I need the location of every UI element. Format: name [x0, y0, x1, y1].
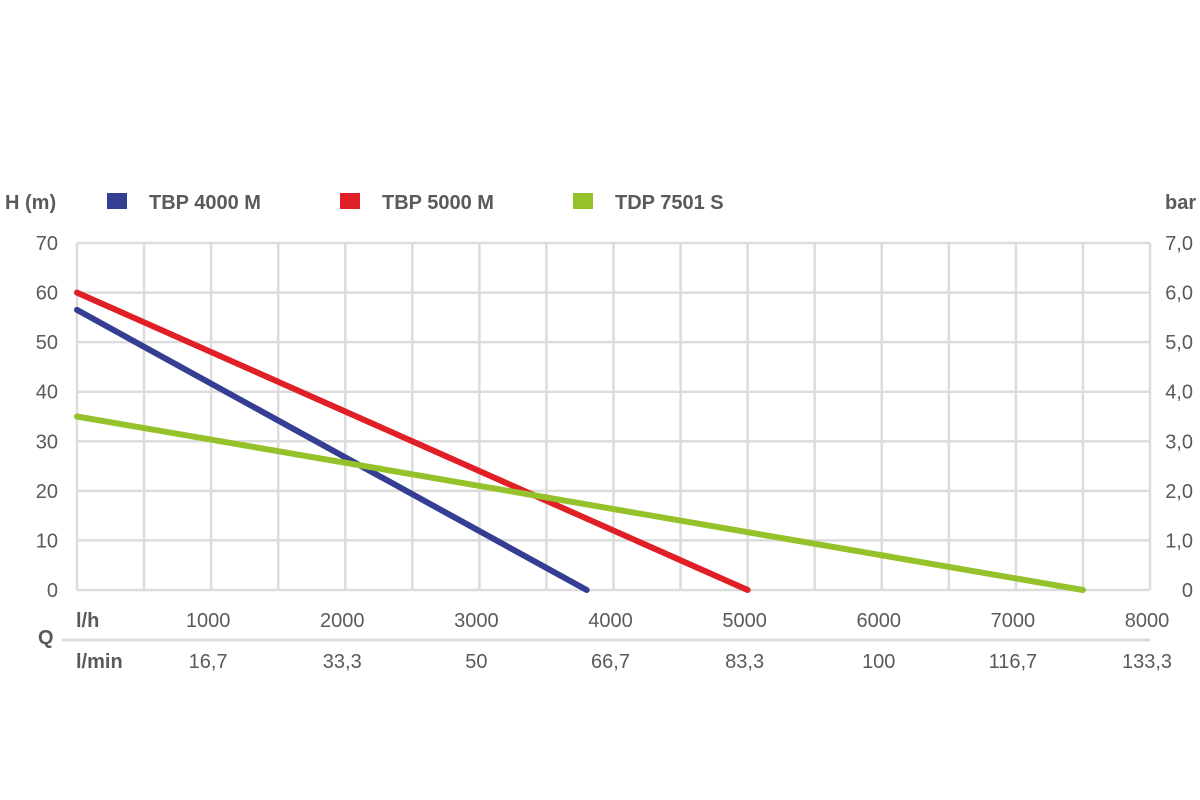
y-tick-label: 30 — [36, 431, 58, 453]
y-tick-label: 20 — [36, 481, 58, 503]
x-tick-label: 4000 — [588, 610, 633, 632]
y-axis-label-left: H (m) — [5, 192, 56, 214]
x-secondary-tick-label: 100 — [862, 651, 895, 673]
x-tick-label: 8000 — [1125, 610, 1170, 632]
y-tick-label: 60 — [36, 283, 58, 305]
y-tick-label: 10 — [36, 530, 58, 552]
y-right-tick-label: 3,0 — [1165, 431, 1193, 453]
y-right-tick-label: 1,0 — [1165, 530, 1193, 552]
legend-swatch — [340, 193, 360, 209]
y-tick-label: 70 — [36, 233, 58, 255]
x-unit-secondary: l/min — [76, 651, 123, 673]
x-tick-label: 1000 — [186, 610, 231, 632]
y-tick-label: 40 — [36, 382, 58, 404]
x-secondary-tick-label: 33,3 — [323, 651, 362, 673]
x-secondary-tick-label: 50 — [465, 651, 487, 673]
y-right-tick-label: 7,0 — [1165, 233, 1193, 255]
series-line-tbp-5000-m — [74, 289, 751, 593]
legend-label: TBP 4000 M — [149, 192, 261, 214]
y-right-tick-label: 0 — [1182, 580, 1193, 602]
x-axis-label: Q — [38, 627, 54, 649]
legend: TBP 4000 M TBP 5000 M TDP 7501 S — [107, 192, 724, 214]
series-line-tbp-4000-m — [74, 306, 590, 593]
y-axis-label-right: bar — [1165, 192, 1196, 214]
legend-label: TBP 5000 M — [382, 192, 494, 214]
series-line-tdp-7501-s — [74, 413, 1086, 593]
x-secondary-tick-label: 66,7 — [591, 651, 630, 673]
y-tick-label: 50 — [36, 332, 58, 354]
x-secondary-tick-label: 16,7 — [189, 651, 228, 673]
y-right-tick-label: 2,0 — [1165, 481, 1193, 503]
x-tick-label: 7000 — [991, 610, 1036, 632]
y-right-tick-label: 4,0 — [1165, 382, 1193, 404]
x-tick-label: 6000 — [857, 610, 902, 632]
series-lines — [74, 289, 1086, 593]
x-tick-label: 3000 — [454, 610, 499, 632]
y-right-tick-label: 6,0 — [1165, 283, 1193, 305]
x-tick-label: 5000 — [722, 610, 767, 632]
axes: 0 0 10 1,0 20 2,0 30 3,0 40 4,0 50 5,0 60 6,0 70 7,0 100… — [5, 192, 1196, 673]
x-secondary-tick-label: 83,3 — [725, 651, 764, 673]
legend-label: TDP 7501 S — [615, 192, 724, 214]
x-tick-label: 2000 — [320, 610, 365, 632]
y-right-tick-label: 5,0 — [1165, 332, 1193, 354]
grid — [75, 241, 1152, 592]
x-unit-primary: l/h — [76, 610, 99, 632]
x-secondary-tick-label: 116,7 — [989, 651, 1038, 673]
legend-swatch — [573, 193, 593, 209]
x-secondary-tick-label: 133,3 — [1122, 651, 1172, 673]
y-tick-label: 0 — [47, 580, 58, 602]
legend-swatch — [107, 193, 127, 209]
